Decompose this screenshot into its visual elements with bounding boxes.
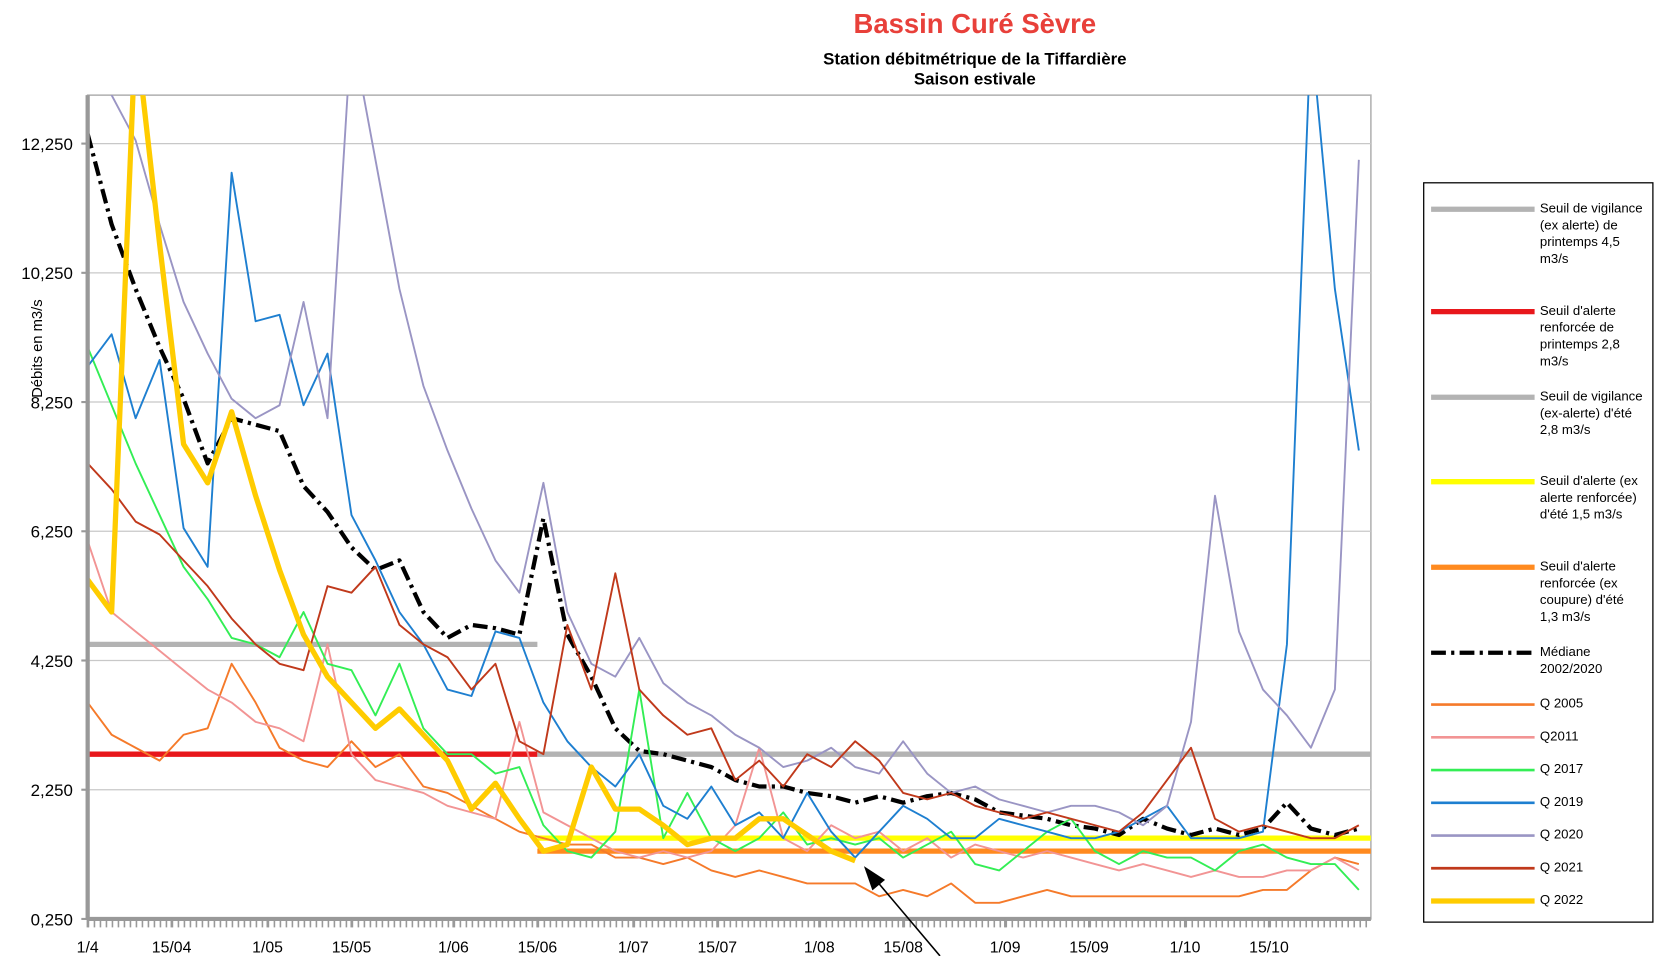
legend-entry: Médiane 2002/2020 <box>1539 644 1603 677</box>
grid <box>87 142 1371 920</box>
legend-entry: Seuil d'alerte (ex alerte renforcée) d'é… <box>1539 473 1638 522</box>
plot-frame <box>86 94 1372 920</box>
legend-label: Q 2022 <box>1539 892 1584 908</box>
axis-labels: 0,250 2,250 4,250 6,250 8,250 10,250 12,250 1/4… <box>21 135 1289 956</box>
x-tick-label: 1/07 <box>618 940 649 956</box>
legend-entry: Seuil de vigilance (ex alerte) de printe… <box>1539 200 1643 267</box>
x-tick-label: 1/05 <box>252 940 283 956</box>
y-tick-label: 0,250 <box>31 910 73 929</box>
y-tick-label: 2,250 <box>31 781 73 800</box>
annotation-arrow <box>876 880 941 956</box>
x-tick-label: 1/10 <box>1170 940 1201 956</box>
legend-entry: Q 2005 <box>1539 696 1584 711</box>
series-line <box>87 95 1360 859</box>
legend-label: Seuil d'alerte (ex alerte renforcée) d'é… <box>1539 473 1638 522</box>
x-tick-label: 15/10 <box>1249 940 1289 956</box>
series-line <box>87 133 1360 838</box>
legend-box <box>1423 182 1654 923</box>
legend-label: Q 2019 <box>1539 794 1584 810</box>
legend-entry: Q 2017 <box>1539 761 1584 777</box>
x-tick-label: 1/4 <box>77 940 99 956</box>
x-tick-label: 1/06 <box>438 940 469 956</box>
x-tick-label: 1/08 <box>804 940 835 956</box>
y-tick-label: 10,250 <box>21 264 73 283</box>
series-lines <box>87 95 1371 904</box>
legend-label: Médiane 2002/2020 <box>1539 644 1603 677</box>
x-tick-label: 1/09 <box>990 940 1021 956</box>
legend: Seuil de vigilance (ex alerte) de printe… <box>1431 200 1643 908</box>
chart-title: Bassin Curé Sèvre <box>854 8 1097 39</box>
legend-label: Q 2005 <box>1539 696 1584 711</box>
series-line <box>87 540 1360 878</box>
legend-entry: Q2011 <box>1539 728 1579 744</box>
legend-label: Seuil de vigilance (ex alerte) de printe… <box>1539 200 1643 267</box>
legend-label: Q2011 <box>1539 728 1579 744</box>
legend-label: Seuil d'alerte renforcée de printemps 2,… <box>1539 303 1620 369</box>
series-line <box>87 662 1360 904</box>
legend-label: Q 2020 <box>1539 827 1584 842</box>
chart-subtitle: Saison estivale <box>914 70 1036 89</box>
legend-entry: Seuil d'alerte renforcée (ex coupure) d'… <box>1539 558 1624 625</box>
y-tick-label: 12,250 <box>21 135 73 154</box>
annotation-arrowhead <box>863 866 886 891</box>
x-tick-label: 15/04 <box>152 940 192 956</box>
series-line <box>110 95 1360 827</box>
legend-entry: Seuil de vigilance (ex-alerte) d'été 2,8… <box>1539 388 1643 438</box>
legend-label: Q 2021 <box>1539 859 1584 875</box>
legend-entry: Q 2021 <box>1539 859 1584 875</box>
x-tick-label: 15/08 <box>883 940 923 956</box>
y-tick-label: 8,250 <box>31 393 73 412</box>
legend-label: Seuil d'alerte renforcée (ex coupure) d'… <box>1539 558 1624 625</box>
series-line <box>87 95 857 864</box>
y-axis-label: Débits en m3/s <box>30 299 46 397</box>
legend-entry: Q 2022 <box>1539 892 1584 908</box>
x-tick-label: 15/06 <box>518 940 558 956</box>
x-tick-label: 15/07 <box>697 940 737 956</box>
legend-entry: Seuil d'alerte renforcée de printemps 2,… <box>1539 303 1620 369</box>
y-tick-label: 6,250 <box>31 523 73 542</box>
chart-subtitle: Station débitmétrique de la Tiffardière <box>823 50 1127 69</box>
legend-entry: Q 2019 <box>1539 794 1584 810</box>
legend-label: Seuil de vigilance (ex-alerte) d'été 2,8… <box>1539 388 1643 438</box>
legend-entry: Q 2020 <box>1539 827 1584 842</box>
y-tick-label: 4,250 <box>31 652 73 671</box>
legend-label: Q 2017 <box>1539 761 1584 777</box>
series-line <box>87 462 1360 840</box>
x-tick-label: 15/09 <box>1069 940 1109 956</box>
x-tick-label: 15/05 <box>332 940 372 956</box>
